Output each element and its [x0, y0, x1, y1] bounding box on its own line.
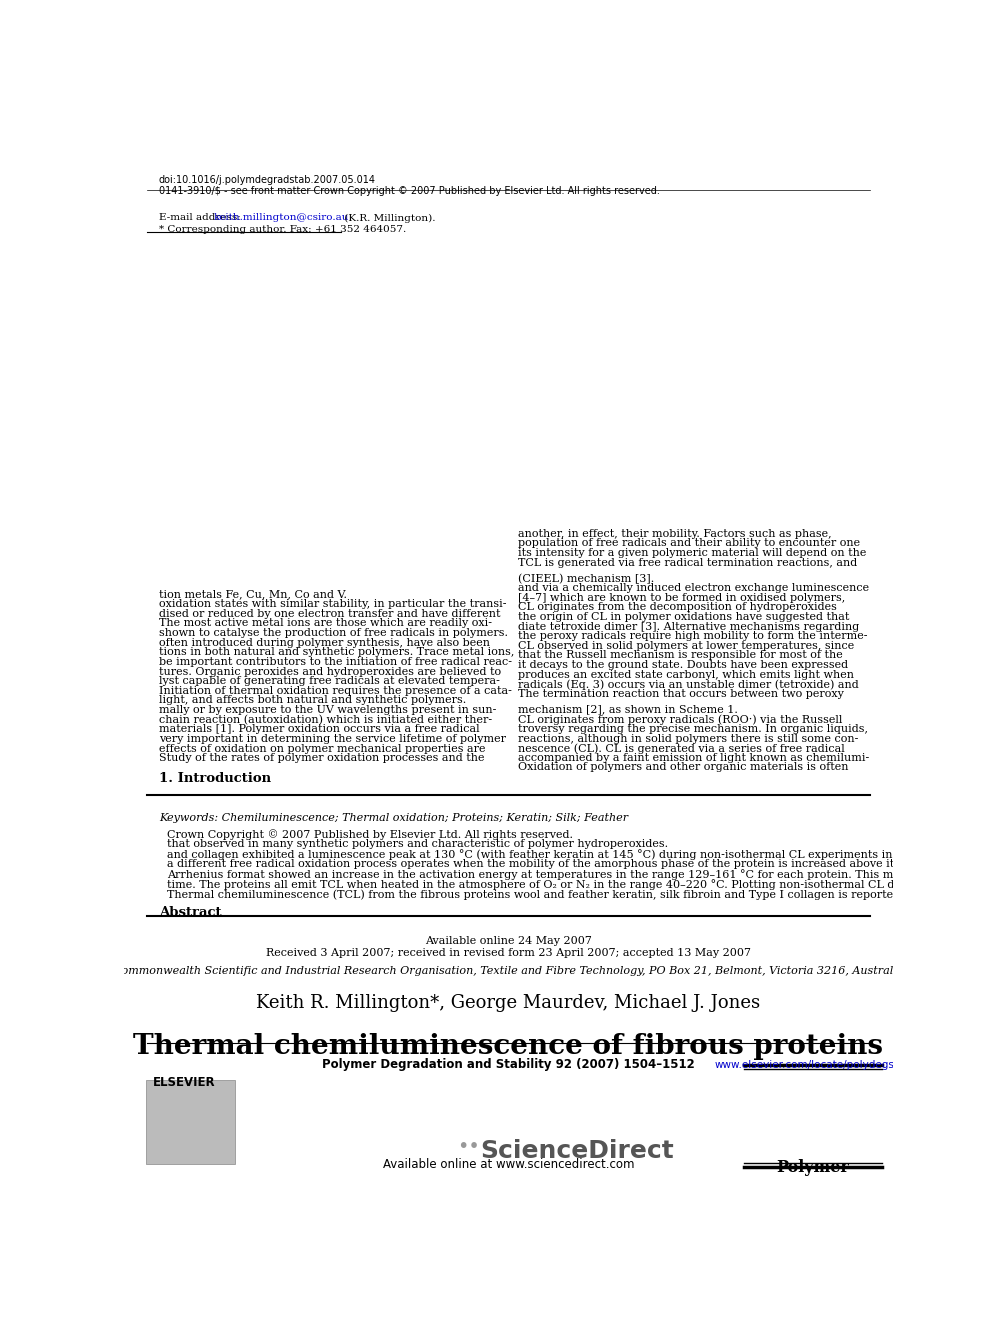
Text: * Corresponding author. Fax: +61 352 464057.: * Corresponding author. Fax: +61 352 464… [159, 225, 406, 234]
Text: light, and affects both natural and synthetic polymers.: light, and affects both natural and synt… [159, 696, 466, 705]
Text: very important in determining the service lifetime of polymer: very important in determining the servic… [159, 734, 506, 744]
Text: mally or by exposure to the UV wavelengths present in sun-: mally or by exposure to the UV wavelengt… [159, 705, 496, 714]
Text: chain reaction (autoxidation) which is initiated either ther-: chain reaction (autoxidation) which is i… [159, 714, 492, 725]
Text: Study of the rates of polymer oxidation processes and the: Study of the rates of polymer oxidation … [159, 753, 484, 763]
Bar [744, 1065, 882, 1167]
Text: Commonwealth Scientific and Industrial Research Organisation, Textile and Fibre : Commonwealth Scientific and Industrial R… [113, 966, 904, 976]
Text: and via a chemically induced electron exchange luminescence: and via a chemically induced electron ex… [518, 583, 869, 593]
Text: CL observed in solid polymers at lower temperatures, since: CL observed in solid polymers at lower t… [518, 640, 854, 651]
Text: Available online at www.sciencedirect.com: Available online at www.sciencedirect.co… [383, 1158, 634, 1171]
Text: Keywords: Chemiluminescence; Thermal oxidation; Proteins; Keratin; Silk; Feather: Keywords: Chemiluminescence; Thermal oxi… [159, 814, 628, 823]
Text: Keith R. Millington*, George Maurdev, Michael J. Jones: Keith R. Millington*, George Maurdev, Mi… [256, 994, 761, 1012]
Text: ScienceDirect: ScienceDirect [480, 1139, 675, 1163]
Text: that observed in many synthetic polymers and characteristic of polymer hydropero: that observed in many synthetic polymers… [167, 839, 668, 849]
Text: often introduced during polymer synthesis, have also been: often introduced during polymer synthesi… [159, 638, 490, 648]
Text: (K.R. Millington).: (K.R. Millington). [341, 213, 435, 222]
Text: dised or reduced by one electron transfer and have different: dised or reduced by one electron transfe… [159, 609, 500, 619]
Text: effects of oxidation on polymer mechanical properties are: effects of oxidation on polymer mechanic… [159, 744, 485, 754]
Text: www.elsevier.com/locate/polydegstab: www.elsevier.com/locate/polydegstab [714, 1061, 912, 1070]
Text: [4–7] which are known to be formed in oxidised polymers,: [4–7] which are known to be formed in ox… [518, 593, 845, 603]
Text: nescence (CL). CL is generated via a series of free radical: nescence (CL). CL is generated via a ser… [518, 744, 844, 754]
Text: reactions, although in solid polymers there is still some con-: reactions, although in solid polymers th… [518, 733, 858, 744]
Text: Received 3 April 2007; received in revised form 23 April 2007; accepted 13 May 2: Received 3 April 2007; received in revis… [266, 949, 751, 958]
Text: tion metals Fe, Cu, Mn, Co and V.: tion metals Fe, Cu, Mn, Co and V. [159, 590, 347, 599]
Text: Arrhenius format showed an increase in the activation energy at temperatures in : Arrhenius format showed an increase in t… [167, 869, 981, 880]
Text: the origin of CL in polymer oxidations have suggested that: the origin of CL in polymer oxidations h… [518, 613, 849, 622]
Text: ELSEVIER: ELSEVIER [153, 1076, 216, 1089]
Text: shown to catalyse the production of free radicals in polymers.: shown to catalyse the production of free… [159, 628, 508, 638]
Text: oxidation states with similar stability, in particular the transi-: oxidation states with similar stability,… [159, 599, 506, 609]
Text: ••: •• [457, 1138, 480, 1156]
Text: Abstract: Abstract [159, 906, 221, 919]
Text: tures. Organic peroxides and hydroperoxides are believed to: tures. Organic peroxides and hydroperoxi… [159, 667, 501, 676]
Text: Oxidation of polymers and other organic materials is often: Oxidation of polymers and other organic … [518, 762, 848, 773]
Text: TCL is generated via free radical termination reactions, and: TCL is generated via free radical termin… [518, 557, 857, 568]
Text: The most active metal ions are those which are readily oxi-: The most active metal ions are those whi… [159, 618, 492, 628]
Text: and collagen exhibited a luminescence peak at 130 °C (with feather keratin at 14: and collagen exhibited a luminescence pe… [167, 849, 970, 860]
Text: Crown Copyright © 2007 Published by Elsevier Ltd. All rights reserved.: Crown Copyright © 2007 Published by Else… [167, 830, 572, 840]
Text: radicals (Eq. 3) occurs via an unstable dimer (tetroxide) and: radicals (Eq. 3) occurs via an unstable … [518, 679, 858, 689]
Text: the peroxy radicals require high mobility to form the interme-: the peroxy radicals require high mobilit… [518, 631, 867, 642]
Text: produces an excited state carbonyl, which emits light when: produces an excited state carbonyl, whic… [518, 669, 854, 680]
Text: another, in effect, their mobility. Factors such as phase,: another, in effect, their mobility. Fact… [518, 529, 831, 538]
Text: lyst capable of generating free radicals at elevated tempera-: lyst capable of generating free radicals… [159, 676, 500, 687]
Text: its intensity for a given polymeric material will depend on the: its intensity for a given polymeric mate… [518, 548, 866, 558]
Text: doi:10.1016/j.polymdegradstab.2007.05.014: doi:10.1016/j.polymdegradstab.2007.05.01… [159, 175, 376, 185]
Text: Thermal chemiluminescence of fibrous proteins: Thermal chemiluminescence of fibrous pro… [133, 1033, 884, 1060]
Text: keith.millington@csiro.au: keith.millington@csiro.au [214, 213, 349, 222]
Text: troversy regarding the precise mechanism. In organic liquids,: troversy regarding the precise mechanism… [518, 724, 868, 734]
Text: Polymer
Degradation
and
Stability: Polymer Degradation and Stability [757, 1159, 869, 1241]
Bar [146, 1081, 235, 1164]
Text: E-mail address:: E-mail address: [159, 213, 244, 222]
Text: 1. Introduction: 1. Introduction [159, 771, 271, 785]
Text: Initiation of thermal oxidation requires the presence of a cata-: Initiation of thermal oxidation requires… [159, 685, 512, 696]
Text: Polymer Degradation and Stability 92 (2007) 1504–1512: Polymer Degradation and Stability 92 (20… [322, 1058, 694, 1072]
Text: CL originates from the decomposition of hydroperoxides: CL originates from the decomposition of … [518, 602, 836, 613]
Text: diate tetroxide dimer [3]. Alternative mechanisms regarding: diate tetroxide dimer [3]. Alternative m… [518, 622, 859, 631]
Text: it decays to the ground state. Doubts have been expressed: it decays to the ground state. Doubts ha… [518, 660, 848, 669]
Text: that the Russell mechanism is responsible for most of the: that the Russell mechanism is responsibl… [518, 651, 842, 660]
Text: Thermal chemiluminescence (TCL) from the fibrous proteins wool and feather kerat: Thermal chemiluminescence (TCL) from the… [167, 889, 968, 900]
Text: time. The proteins all emit TCL when heated in the atmosphere of O₂ or N₂ in the: time. The proteins all emit TCL when hea… [167, 880, 957, 890]
Text: tions in both natural and synthetic polymers. Trace metal ions,: tions in both natural and synthetic poly… [159, 647, 514, 658]
Text: 0141-3910/$ - see front matter Crown Copyright © 2007 Published by Elsevier Ltd.: 0141-3910/$ - see front matter Crown Cop… [159, 185, 660, 196]
Text: The termination reaction that occurs between two peroxy: The termination reaction that occurs bet… [518, 689, 843, 699]
Text: materials [1]. Polymer oxidation occurs via a free radical: materials [1]. Polymer oxidation occurs … [159, 724, 479, 734]
Text: be important contributors to the initiation of free radical reac-: be important contributors to the initiat… [159, 658, 512, 667]
Text: accompanied by a faint emission of light known as chemilumi-: accompanied by a faint emission of light… [518, 753, 869, 763]
Text: CL originates from peroxy radicals (ROO·) via the Russell: CL originates from peroxy radicals (ROO·… [518, 714, 842, 725]
Text: (CIEEL) mechanism [3].: (CIEEL) mechanism [3]. [518, 573, 654, 583]
Text: population of free radicals and their ability to encounter one: population of free radicals and their ab… [518, 538, 860, 548]
Text: a different free radical oxidation process operates when the mobility of the amo: a different free radical oxidation proce… [167, 860, 976, 869]
Text: mechanism [2], as shown in Scheme 1.: mechanism [2], as shown in Scheme 1. [518, 705, 738, 714]
Text: Available online 24 May 2007: Available online 24 May 2007 [425, 935, 592, 946]
